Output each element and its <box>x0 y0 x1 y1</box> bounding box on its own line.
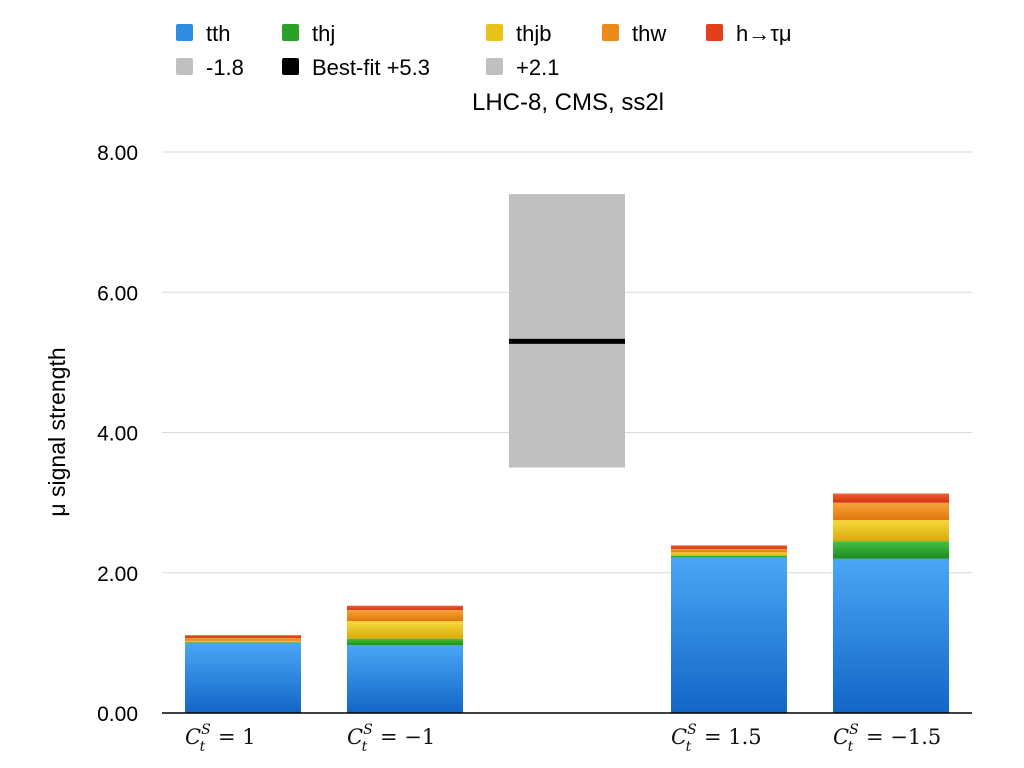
y-tick-label: 8.00 <box>97 142 138 165</box>
legend-label: tth <box>206 21 230 46</box>
legend-swatch <box>282 24 299 41</box>
legend-entry: thj <box>282 21 335 46</box>
bar-segment-thw <box>185 637 301 641</box>
legend-swatch <box>486 24 503 41</box>
bar-segment-h <box>185 635 301 638</box>
bar-segment-tth <box>671 557 787 713</box>
legend-label: thjb <box>516 21 551 46</box>
measurement-band <box>509 194 625 468</box>
legend-swatch <box>706 24 723 41</box>
bar-segment-thw <box>347 609 463 622</box>
legend-entry: thw <box>602 21 666 46</box>
y-tick-label: 4.00 <box>97 423 138 446</box>
bar-segment-thjb <box>185 640 301 643</box>
uncertainty-band <box>509 194 625 468</box>
legend: tth thj thjb thw h→τμ -1.8 Best-fit +5.3 +2.1 <box>176 21 792 80</box>
bar-stack <box>185 635 301 713</box>
legend-swatch <box>282 58 299 75</box>
legend-entry: thjb <box>486 21 551 46</box>
legend-swatch <box>486 58 503 75</box>
bar-segment-tth <box>347 644 463 713</box>
y-tick-label: 2.00 <box>97 563 138 586</box>
bar-stack <box>347 605 463 713</box>
bar-segment-h <box>347 605 463 610</box>
chart-title: LHC-8, CMS, ss2l <box>472 89 664 116</box>
bar-segment-tth <box>185 642 301 713</box>
y-axis-ticks: 0.00 2.00 4.00 6.00 8.00 <box>97 142 138 726</box>
legend-label: -1.8 <box>206 55 244 80</box>
bar-segment-thjb <box>347 621 463 639</box>
x-category-label: CS t = 1.5 <box>671 722 762 755</box>
x-category-label: CS t = −1.5 <box>833 722 941 755</box>
legend-entry: +2.1 <box>486 55 559 80</box>
legend-swatch <box>602 24 619 41</box>
legend-swatch <box>176 58 193 75</box>
legend-label: h→τμ <box>736 21 792 46</box>
legend-label: thw <box>632 21 666 46</box>
bar-segment-thw <box>833 502 949 521</box>
legend-label: +2.1 <box>516 55 559 80</box>
legend-label: thj <box>312 21 335 46</box>
legend-entry: -1.8 <box>176 55 244 80</box>
x-axis-categories: CS t = 1 CS t = −1 CS t = 1.5 CS t = −1.5 <box>185 722 941 755</box>
bar-segment-h <box>833 493 949 503</box>
legend-entry: tth <box>176 21 230 46</box>
bar-segment-thjb <box>833 520 949 542</box>
bar-stack <box>671 545 787 713</box>
bar-segment-thw <box>671 548 787 553</box>
legend-label: Best-fit +5.3 <box>312 55 430 80</box>
legend-swatch <box>176 24 193 41</box>
bar-segment-thj <box>347 638 463 645</box>
y-axis-label: μ signal strength <box>44 347 70 516</box>
bar-segment-thj <box>185 642 301 643</box>
bar-stack <box>833 493 949 713</box>
bar-segment-thjb <box>671 552 787 556</box>
bar-segment-h <box>671 545 787 549</box>
legend-entry: Best-fit +5.3 <box>282 55 430 80</box>
y-tick-label: 6.00 <box>97 282 138 305</box>
x-category-label: CS t = −1 <box>347 722 435 755</box>
legend-entry: h→τμ <box>706 21 792 46</box>
bar-segment-tth <box>833 558 949 713</box>
best-fit-line <box>509 338 625 344</box>
x-category-label: CS t = 1 <box>185 722 256 755</box>
bar-segment-thj <box>833 541 949 559</box>
bar-stacks <box>185 493 949 713</box>
y-tick-label: 0.00 <box>97 703 138 726</box>
bar-segment-thj <box>671 555 787 558</box>
